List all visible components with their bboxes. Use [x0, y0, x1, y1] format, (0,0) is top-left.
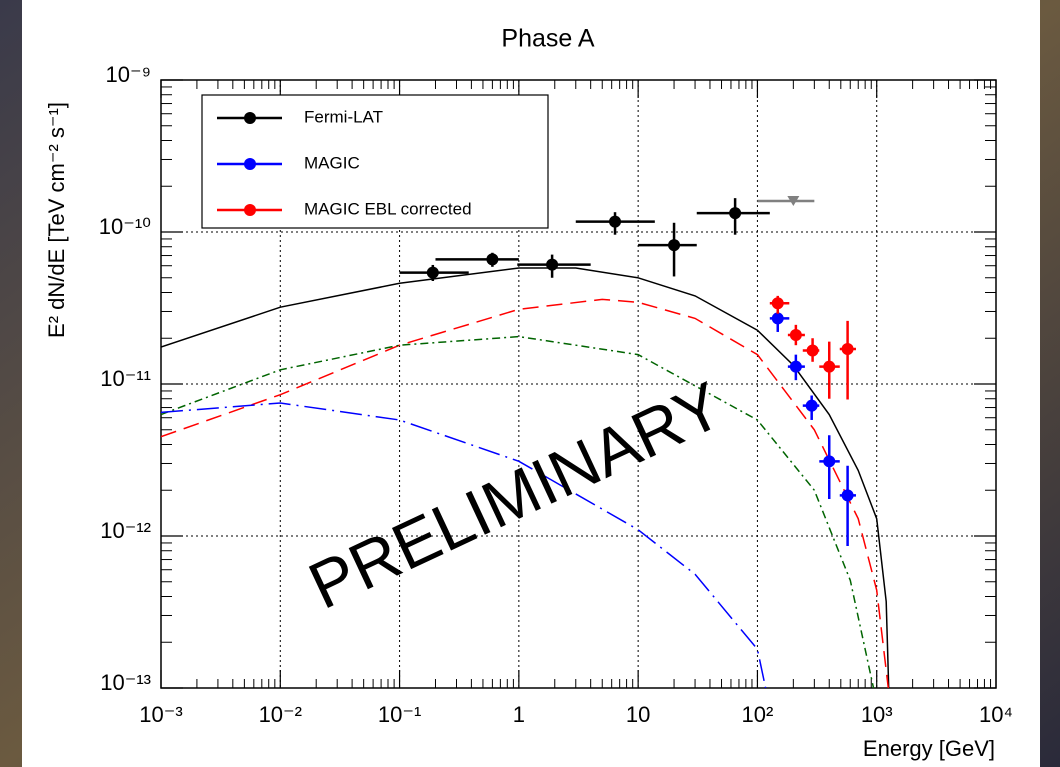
data-point — [771, 297, 784, 310]
data-point — [771, 312, 784, 325]
model-curve — [161, 298, 890, 688]
x-tick-label: 10³ — [861, 702, 893, 727]
data-point — [609, 215, 622, 228]
legend-marker — [244, 204, 256, 216]
x-tick-label: 10⁻³ — [139, 702, 182, 727]
data-point — [668, 239, 681, 252]
y-axis-label: E² dN/dE [TeV cm⁻² s⁻¹] — [44, 102, 69, 338]
legend-label: Fermi-LAT — [304, 107, 383, 126]
x-tick-label: 10² — [742, 702, 774, 727]
x-tick-label: 10⁻¹ — [378, 702, 421, 727]
legend-label: MAGIC — [304, 153, 360, 172]
x-tick-label: 10⁻² — [259, 702, 302, 727]
data-point — [486, 253, 499, 266]
y-tick-label: 10⁻¹² — [100, 518, 151, 543]
model-curve — [161, 335, 875, 688]
y-tick-label: 10⁻¹³ — [100, 670, 151, 695]
data-point — [805, 399, 818, 412]
chart-title: Phase A — [501, 25, 594, 53]
y-tick-label: 10⁻¹¹ — [100, 366, 151, 391]
data-point — [729, 207, 742, 220]
data-point — [823, 455, 836, 468]
x-tick-label: 10 — [626, 702, 650, 727]
data-point — [789, 329, 802, 342]
x-axis-label: Energy [GeV] — [863, 736, 995, 761]
data-point — [546, 258, 559, 271]
model-curve — [161, 402, 767, 688]
x-tick-label: 10⁴ — [979, 702, 1013, 727]
data-point — [841, 342, 854, 355]
x-tick-label: 1 — [513, 702, 525, 727]
data-point — [806, 344, 819, 357]
data-point — [823, 360, 836, 373]
legend-marker — [244, 112, 256, 124]
data-point — [789, 360, 802, 373]
data-point — [841, 489, 854, 502]
data-point — [426, 266, 439, 279]
legend-label: MAGIC EBL corrected — [304, 199, 472, 218]
legend-marker — [244, 158, 256, 170]
y-tick-label: 10⁻⁹ — [105, 62, 151, 87]
model-curve — [161, 267, 890, 688]
y-tick-label: 10⁻¹⁰ — [99, 214, 151, 239]
upper-limit — [787, 195, 800, 206]
